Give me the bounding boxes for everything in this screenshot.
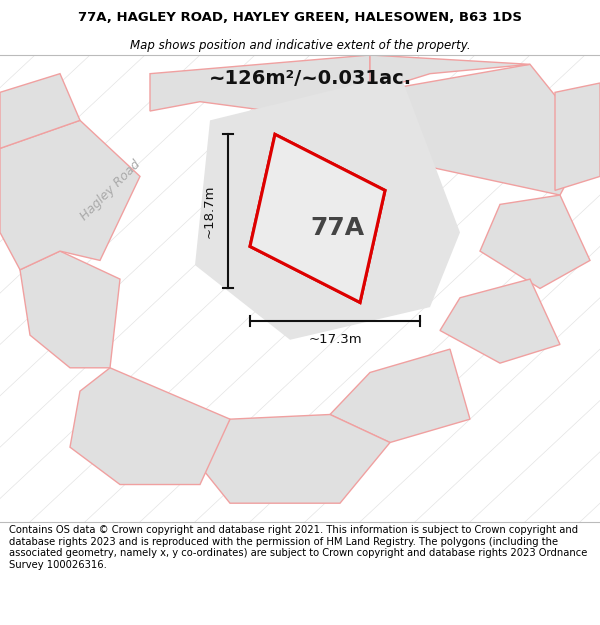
Polygon shape xyxy=(370,55,530,92)
Polygon shape xyxy=(370,64,590,195)
Polygon shape xyxy=(70,368,230,484)
Text: 77A, HAGLEY ROAD, HAYLEY GREEN, HALESOWEN, B63 1DS: 77A, HAGLEY ROAD, HAYLEY GREEN, HALESOWE… xyxy=(78,11,522,24)
Text: ~126m²/~0.031ac.: ~126m²/~0.031ac. xyxy=(208,69,412,88)
Polygon shape xyxy=(0,74,80,148)
Text: Contains OS data © Crown copyright and database right 2021. This information is : Contains OS data © Crown copyright and d… xyxy=(9,525,587,570)
Text: Map shows position and indicative extent of the property.: Map shows position and indicative extent… xyxy=(130,39,470,51)
Polygon shape xyxy=(0,121,140,270)
Polygon shape xyxy=(555,83,600,191)
Polygon shape xyxy=(250,134,385,302)
Polygon shape xyxy=(200,414,390,503)
Polygon shape xyxy=(440,279,560,363)
Polygon shape xyxy=(250,134,385,302)
Text: 77A: 77A xyxy=(310,216,365,240)
Polygon shape xyxy=(150,55,370,111)
Text: Hagley Road: Hagley Road xyxy=(77,158,143,223)
Text: ~17.3m: ~17.3m xyxy=(308,333,362,346)
Polygon shape xyxy=(330,349,470,442)
Text: ~18.7m: ~18.7m xyxy=(203,184,216,238)
Polygon shape xyxy=(195,74,460,340)
Polygon shape xyxy=(480,195,590,289)
Polygon shape xyxy=(20,251,120,368)
